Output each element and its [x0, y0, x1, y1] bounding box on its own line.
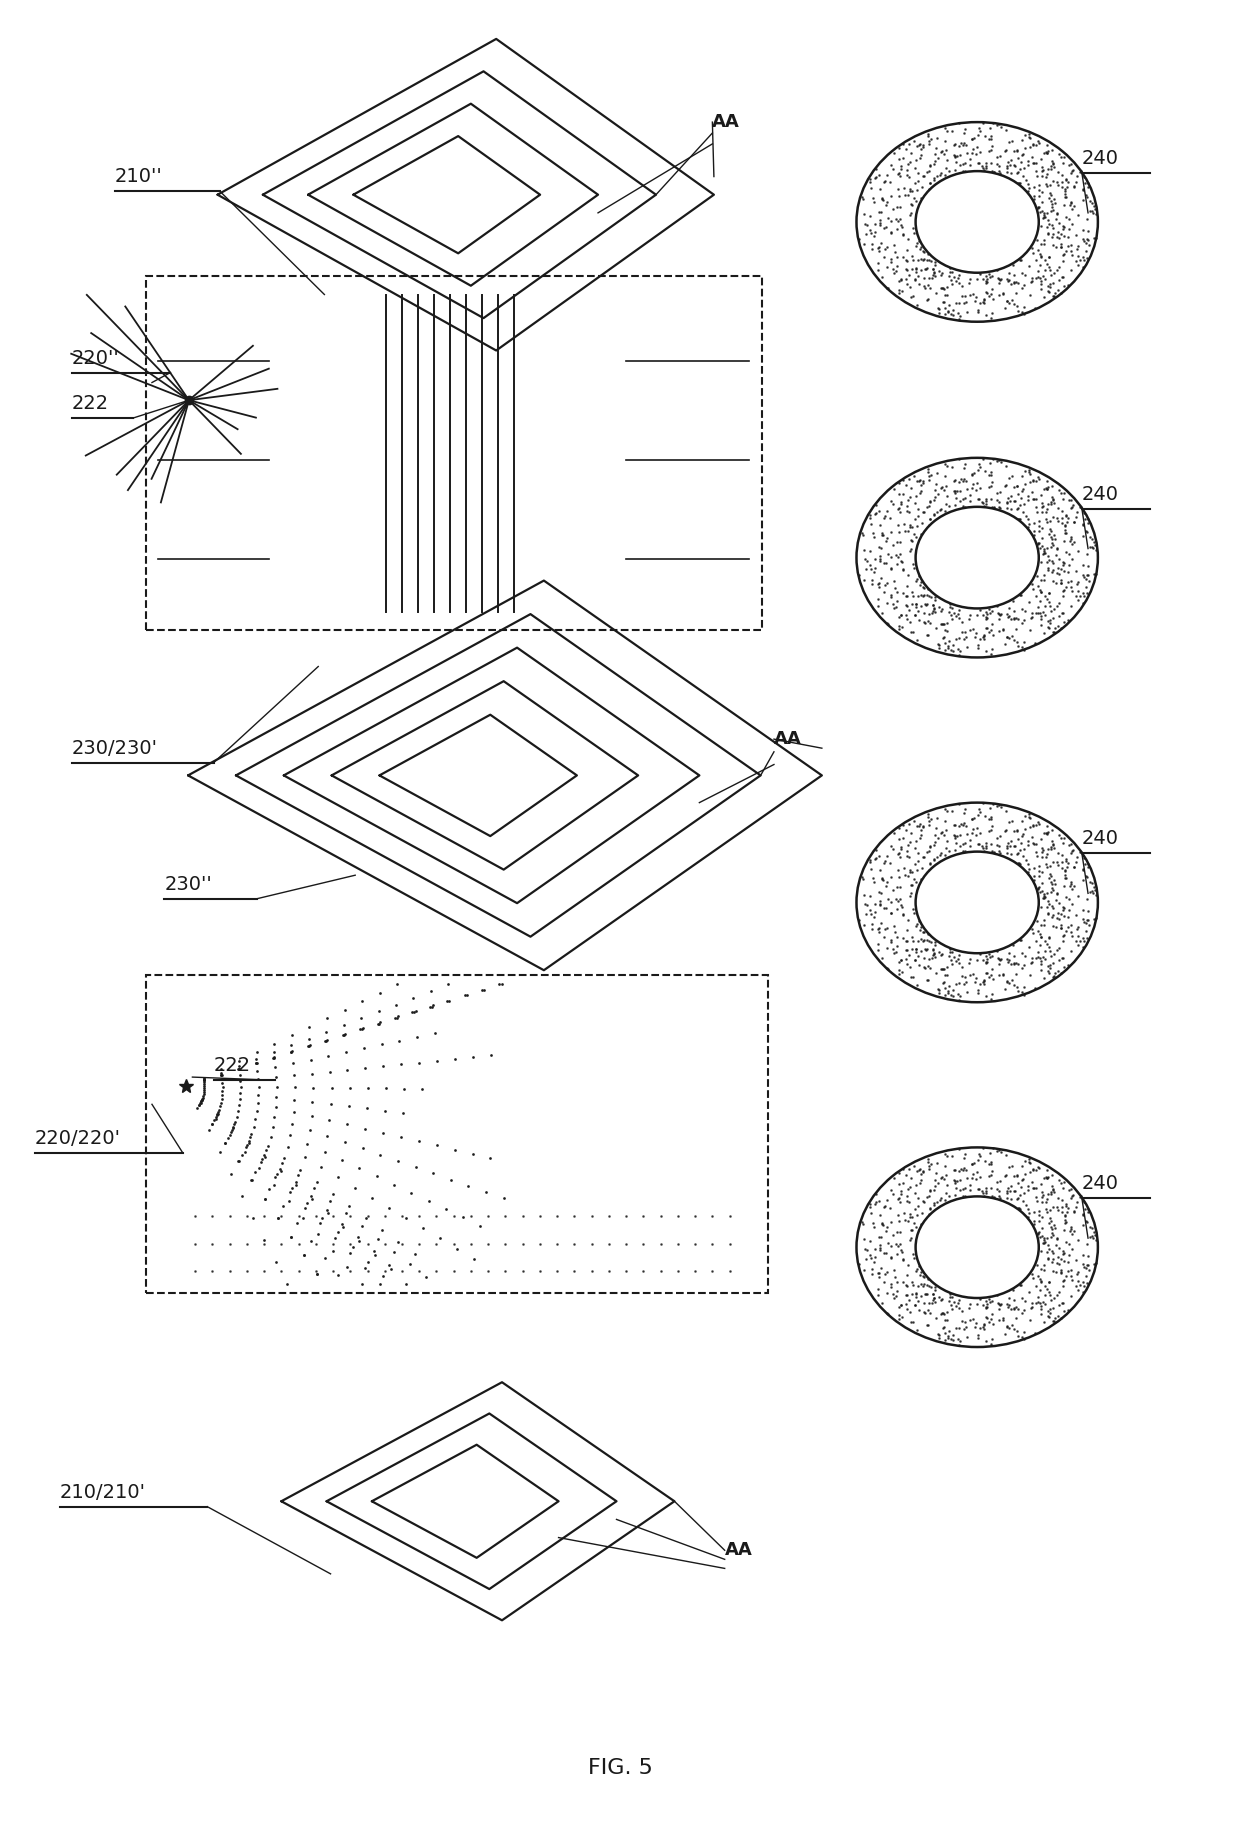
Bar	[146, 277, 761, 631]
Text: 220'': 220''	[72, 348, 119, 368]
Ellipse shape	[915, 171, 1039, 273]
Text: AA: AA	[774, 729, 802, 747]
Ellipse shape	[915, 1196, 1039, 1298]
Text: AA: AA	[712, 113, 740, 131]
Text: 210/210': 210/210'	[60, 1482, 145, 1502]
Text: 240: 240	[1081, 1174, 1118, 1194]
Bar	[146, 975, 768, 1293]
Text: 222: 222	[213, 1056, 250, 1076]
Ellipse shape	[915, 507, 1039, 609]
Ellipse shape	[915, 851, 1039, 953]
Text: 220/220': 220/220'	[35, 1128, 122, 1148]
Text: 240: 240	[1081, 149, 1118, 168]
Text: 240: 240	[1081, 829, 1118, 848]
Text: 222: 222	[72, 394, 109, 412]
Text: 230'': 230''	[164, 875, 212, 893]
Text: 210'': 210''	[115, 168, 162, 186]
Text: 230/230': 230/230'	[72, 738, 157, 758]
Text: AA: AA	[724, 1540, 753, 1559]
Text: FIG. 5: FIG. 5	[588, 1757, 652, 1777]
Text: 240: 240	[1081, 485, 1118, 503]
